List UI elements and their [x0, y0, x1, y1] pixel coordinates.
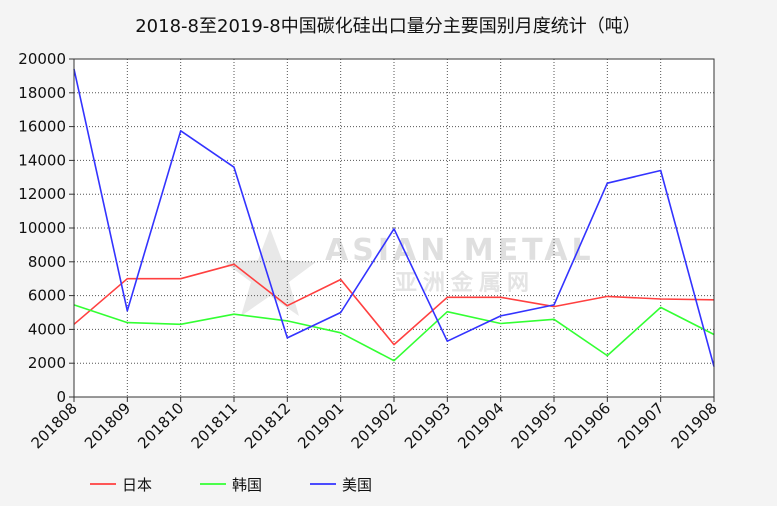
- x-tick-label: 201812: [241, 399, 294, 452]
- legend-label: 日本: [122, 476, 152, 494]
- x-tick-label: 201901: [294, 399, 347, 452]
- watermark: ASIAN METAL 亚洲金属网: [224, 228, 595, 316]
- y-tick-label: 10000: [18, 219, 66, 237]
- y-tick-label: 16000: [18, 118, 66, 136]
- x-tick-label: 201902: [348, 399, 401, 452]
- x-tick-label: 201904: [454, 399, 507, 452]
- y-tick-label: 14000: [18, 151, 66, 169]
- x-tick-label: 201811: [188, 399, 241, 452]
- grid: [74, 59, 714, 397]
- y-axis-ticks: 0 2000 4000 6000 8000 10000 12000 14000 16000 180…: [18, 50, 74, 406]
- x-tick-label: 201903: [401, 399, 454, 452]
- y-tick-label: 2000: [28, 354, 66, 372]
- x-tick-label: 201908: [668, 399, 721, 452]
- series-line-1: [73, 263, 715, 346]
- watermark-star-icon: [224, 228, 316, 316]
- series-line-3: [73, 68, 715, 367]
- y-tick-label: 12000: [18, 185, 66, 203]
- y-tick-label: 6000: [28, 287, 66, 305]
- x-tick-label: 201809: [81, 399, 134, 452]
- x-tick-label: 201907: [614, 399, 667, 452]
- legend: 日本 韩国 美国: [90, 476, 372, 494]
- x-tick-label: 201906: [561, 399, 614, 452]
- y-tick-label: 4000: [28, 320, 66, 338]
- watermark-english: ASIAN METAL: [325, 233, 595, 268]
- watermark-chinese: 亚洲金属网: [395, 270, 535, 296]
- legend-label: 美国: [342, 476, 372, 494]
- y-tick-label: 18000: [18, 84, 66, 102]
- x-axis-ticks: 201808 201809 201810 201811 201812 201901 2019…: [28, 397, 721, 452]
- series-lines: [73, 68, 715, 367]
- x-tick-label: 201810: [134, 399, 187, 452]
- y-tick-label: 0: [56, 388, 66, 406]
- x-tick-label: 201905: [508, 399, 561, 452]
- chart-title: 2018-8至2019-8中国碳化硅出口量分主要国别月度统计（吨）: [135, 16, 641, 37]
- y-tick-label: 20000: [18, 50, 66, 68]
- legend-label: 韩国: [232, 476, 262, 494]
- series-line-2: [73, 304, 715, 362]
- y-tick-label: 8000: [28, 253, 66, 271]
- x-tick-label: 201808: [28, 399, 81, 452]
